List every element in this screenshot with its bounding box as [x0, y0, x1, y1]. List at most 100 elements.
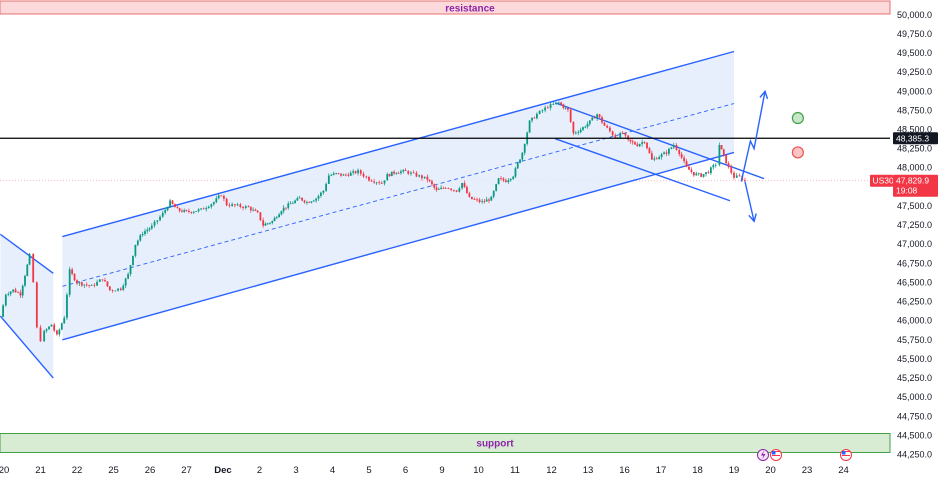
candle[interactable]	[294, 199, 296, 204]
candle[interactable]	[744, 177, 746, 182]
candle[interactable]	[217, 193, 220, 200]
candle[interactable]	[648, 146, 651, 154]
candle[interactable]	[483, 198, 486, 204]
candle[interactable]	[236, 202, 239, 207]
candle[interactable]	[567, 107, 569, 113]
candle[interactable]	[386, 172, 389, 181]
candle[interactable]	[273, 216, 276, 222]
candle[interactable]	[320, 191, 322, 198]
candle[interactable]	[262, 217, 265, 228]
ascending-channel-lower-line[interactable]	[62, 151, 735, 341]
candle[interactable]	[349, 170, 352, 176]
candle[interactable]	[426, 174, 429, 183]
candle[interactable]	[596, 113, 599, 121]
candle[interactable]	[252, 207, 255, 212]
candle[interactable]	[582, 126, 584, 132]
candle[interactable]	[53, 322, 56, 333]
candle[interactable]	[466, 185, 468, 194]
candle[interactable]	[481, 198, 484, 204]
candle[interactable]	[593, 115, 596, 119]
candle[interactable]	[231, 202, 234, 207]
candle[interactable]	[225, 197, 228, 207]
candle[interactable]	[344, 173, 347, 177]
candle[interactable]	[423, 176, 426, 180]
candle[interactable]	[183, 208, 186, 213]
red-marker[interactable]	[791, 146, 804, 159]
candle[interactable]	[98, 278, 101, 282]
candle[interactable]	[337, 172, 340, 175]
candle[interactable]	[50, 324, 53, 327]
candle[interactable]	[452, 189, 455, 193]
candle[interactable]	[310, 201, 313, 204]
candle[interactable]	[202, 207, 205, 210]
candle[interactable]	[588, 120, 591, 127]
candle[interactable]	[129, 264, 132, 277]
candle[interactable]	[93, 283, 96, 288]
candle[interactable]	[298, 195, 301, 199]
candle[interactable]	[28, 252, 31, 266]
candle[interactable]	[678, 149, 681, 157]
candle[interactable]	[680, 151, 683, 160]
candle[interactable]	[631, 139, 634, 145]
candle[interactable]	[614, 133, 617, 139]
lightning-event-icon[interactable]	[757, 449, 769, 461]
candle[interactable]	[705, 172, 707, 177]
candle[interactable]	[223, 194, 225, 202]
candle[interactable]	[536, 112, 538, 120]
candle[interactable]	[68, 266, 71, 298]
candle[interactable]	[330, 173, 333, 177]
candle[interactable]	[672, 142, 675, 150]
candle[interactable]	[523, 143, 526, 156]
candle[interactable]	[463, 180, 466, 189]
candle[interactable]	[342, 173, 345, 176]
candle[interactable]	[368, 175, 370, 182]
candle[interactable]	[402, 169, 405, 174]
candle[interactable]	[722, 148, 725, 157]
candle[interactable]	[497, 177, 500, 185]
candle[interactable]	[354, 170, 357, 175]
candle[interactable]	[727, 161, 730, 169]
candle[interactable]	[502, 177, 505, 183]
candle[interactable]	[195, 211, 198, 212]
candle[interactable]	[412, 170, 415, 174]
candle[interactable]	[150, 223, 153, 230]
candle[interactable]	[159, 214, 161, 222]
candle[interactable]	[683, 155, 686, 164]
candle[interactable]	[641, 139, 644, 147]
candle[interactable]	[365, 175, 368, 179]
candle[interactable]	[124, 277, 127, 289]
candle[interactable]	[282, 205, 285, 214]
candle[interactable]	[4, 293, 7, 307]
candle[interactable]	[653, 156, 656, 162]
candle[interactable]	[9, 290, 12, 297]
candle[interactable]	[562, 103, 565, 110]
candle[interactable]	[675, 143, 678, 151]
candle[interactable]	[415, 171, 418, 178]
green-marker[interactable]	[791, 111, 804, 125]
candle[interactable]	[141, 231, 144, 237]
candle[interactable]	[249, 206, 252, 213]
candle[interactable]	[712, 163, 715, 170]
prior-descending-channel-lower-line[interactable]	[0, 315, 54, 379]
candle[interactable]	[185, 209, 188, 212]
candle[interactable]	[134, 244, 137, 258]
candle[interactable]	[629, 139, 632, 144]
candle[interactable]	[362, 171, 365, 179]
candle[interactable]	[692, 171, 695, 177]
candle[interactable]	[435, 185, 438, 192]
candle[interactable]	[383, 180, 386, 186]
candle[interactable]	[212, 201, 215, 206]
candle[interactable]	[458, 186, 461, 193]
candle[interactable]	[500, 176, 502, 181]
candle[interactable]	[668, 147, 670, 156]
candle[interactable]	[144, 228, 146, 236]
candle[interactable]	[560, 101, 562, 105]
candle[interactable]	[601, 115, 603, 125]
candle[interactable]	[153, 219, 156, 228]
candle[interactable]	[603, 121, 606, 126]
candle[interactable]	[609, 125, 611, 133]
candle[interactable]	[19, 289, 22, 299]
candle[interactable]	[688, 164, 690, 170]
candle[interactable]	[148, 227, 151, 232]
